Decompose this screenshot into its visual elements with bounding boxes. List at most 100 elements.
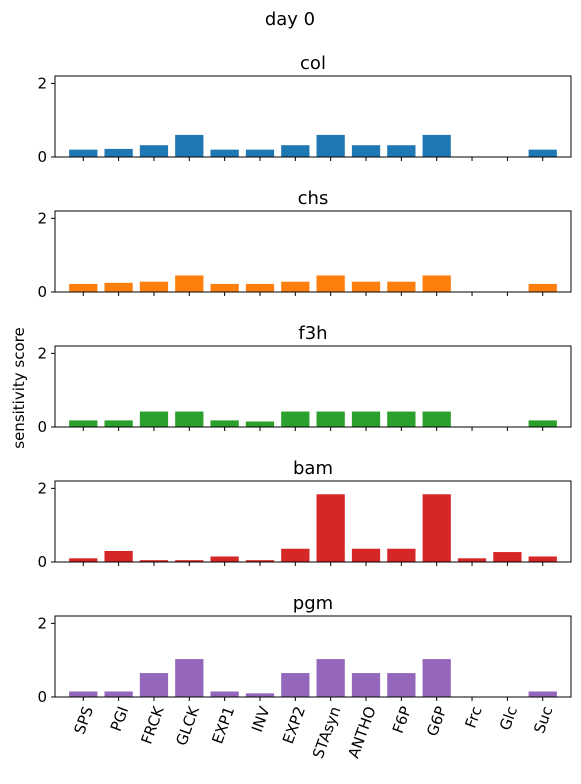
- bar-INV: [245, 421, 275, 427]
- bar-G6P: [422, 134, 451, 157]
- bar-F6P: [387, 281, 416, 292]
- figure-title: day 0: [265, 9, 315, 30]
- bar-SPS: [69, 691, 98, 697]
- bar-EXP1: [210, 149, 239, 157]
- panel-pgm: pgm 0 2: [37, 593, 572, 706]
- bar-STAsyn: [316, 275, 345, 292]
- panel-title: pgm: [293, 593, 333, 614]
- bar-GLCK: [175, 560, 204, 562]
- bar-Suc: [528, 420, 557, 427]
- bar-G6P: [422, 275, 451, 292]
- axes-frame: [54, 615, 572, 698]
- bar-GLCK: [175, 134, 204, 157]
- bar-Suc: [528, 691, 557, 697]
- x-tick-label: Glc: [496, 704, 521, 733]
- x-tick-label: FRCK: [138, 703, 169, 747]
- bar-Suc: [528, 283, 557, 292]
- x-tick-label: INV: [248, 703, 274, 734]
- x-tick-label: Frc: [461, 704, 485, 730]
- x-tick-label: EXP2: [279, 704, 309, 746]
- bar-EXP1: [210, 420, 239, 427]
- y-tick-label: 2: [37, 344, 47, 362]
- bar-FRCK: [139, 145, 169, 157]
- bar-F6P: [387, 411, 416, 427]
- y-tick-label: 0: [37, 553, 47, 571]
- bar-FRCK: [139, 560, 169, 562]
- y-axis-label: sensitivity score: [10, 327, 28, 448]
- bar-EXP2: [281, 673, 310, 697]
- panel-chs: chs 0 2: [37, 188, 572, 301]
- y-tick-label: 2: [37, 209, 47, 227]
- y-tick-label: 0: [37, 283, 47, 301]
- bar-EXP1: [210, 556, 239, 562]
- bar-ANTHO: [351, 548, 381, 562]
- panel-col: col 0 2: [37, 53, 572, 166]
- bar-GLCK: [175, 659, 204, 697]
- bar-ANTHO: [351, 281, 381, 292]
- bar-G6P: [422, 659, 451, 697]
- bar-SPS: [69, 283, 98, 292]
- axes-frame: [54, 345, 572, 428]
- bar-Glc: [493, 552, 522, 562]
- x-tick-label: SPS: [70, 704, 97, 737]
- bar-STAsyn: [316, 411, 345, 427]
- bar-EXP2: [281, 411, 310, 427]
- x-tick-label: ANTHO: [344, 704, 379, 761]
- x-tick-label: GLCK: [172, 703, 203, 748]
- bar-PGI: [104, 691, 133, 697]
- bar-EXP1: [210, 283, 239, 292]
- bar-PGI: [104, 420, 133, 427]
- x-tick-label: F6P: [389, 704, 415, 736]
- y-tick-label: 2: [37, 479, 47, 497]
- bar-EXP2: [281, 145, 310, 157]
- bar-ANTHO: [351, 673, 381, 697]
- x-tick-label: STAsyn: [309, 704, 344, 761]
- panel-title: f3h: [298, 323, 327, 344]
- bar-Frc: [457, 558, 487, 562]
- axes-frame: [54, 210, 572, 293]
- bar-G6P: [422, 494, 451, 562]
- bar-F6P: [387, 673, 416, 697]
- x-tick-label: G6P: [423, 704, 450, 739]
- bar-STAsyn: [316, 659, 345, 697]
- bar-EXP2: [281, 548, 310, 562]
- panel-f3h: f3h 0 2: [37, 323, 572, 436]
- panel-bam: bam 0 2: [37, 458, 572, 571]
- bar-GLCK: [175, 275, 204, 292]
- y-tick-label: 2: [37, 614, 47, 632]
- bar-EXP1: [210, 691, 239, 697]
- bar-INV: [245, 693, 275, 697]
- y-tick-label: 2: [37, 74, 47, 92]
- y-tick-label: 0: [37, 418, 47, 436]
- axes-frame: [54, 480, 572, 563]
- bar-FRCK: [139, 281, 169, 292]
- bar-EXP2: [281, 281, 310, 292]
- bar-SPS: [69, 149, 98, 157]
- panel-title: chs: [298, 188, 329, 209]
- panel-title: bam: [293, 458, 333, 479]
- bar-INV: [245, 560, 275, 562]
- x-tick-label: PGI: [107, 704, 132, 734]
- bar-GLCK: [175, 411, 204, 427]
- bar-SPS: [69, 420, 98, 427]
- bar-SPS: [69, 558, 98, 562]
- bar-ANTHO: [351, 145, 381, 157]
- bar-G6P: [422, 411, 451, 427]
- bar-STAsyn: [316, 494, 345, 562]
- x-tick-label: EXP1: [208, 704, 238, 746]
- bar-Suc: [528, 149, 557, 157]
- bar-F6P: [387, 145, 416, 157]
- panel-title: col: [300, 53, 326, 74]
- x-tick-label: Suc: [530, 704, 556, 736]
- y-tick-label: 0: [37, 148, 47, 166]
- bar-STAsyn: [316, 134, 345, 157]
- bar-F6P: [387, 548, 416, 562]
- bar-INV: [245, 149, 275, 157]
- bar-PGI: [104, 282, 133, 292]
- bar-FRCK: [139, 411, 169, 427]
- bar-ANTHO: [351, 411, 381, 427]
- bar-PGI: [104, 148, 133, 157]
- bar-PGI: [104, 550, 133, 562]
